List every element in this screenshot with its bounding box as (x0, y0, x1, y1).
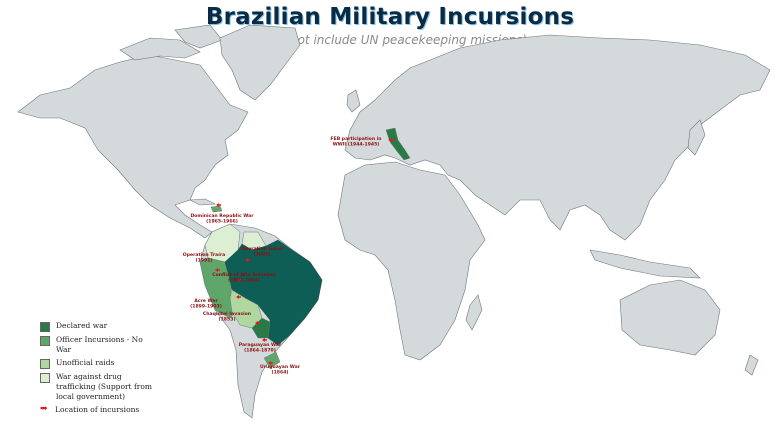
label-operation-traira: Operation Traíra (1991) (183, 251, 225, 264)
red-arrow-icon (216, 203, 221, 207)
legend-item-unofficial-raids: Unofficial raids (40, 358, 156, 369)
italy-declared-war (385, 127, 411, 161)
label-uruguayan-war: Uruguayan War (1864) (260, 364, 301, 376)
red-arrow-icon (245, 258, 250, 263)
uk (346, 89, 361, 113)
eurasia (344, 34, 771, 241)
legend-label: Officer Incursions - No War (56, 335, 143, 354)
red-arrow-icon (262, 338, 267, 343)
label-chaquitel-invasion: Chaquitel Invasion (1853) (203, 311, 251, 323)
red-arrow-icon (388, 138, 395, 142)
label-feb: FEB participation in WWII (1944-1945) (330, 136, 381, 148)
red-arrow-icon (255, 321, 260, 326)
label-acre-war: Acre War (1899-1903) (190, 298, 222, 310)
legend-label: Location of incursions (55, 405, 140, 414)
red-arrow-icon (215, 268, 220, 273)
legend-swatch (40, 373, 50, 383)
madagascar (465, 294, 483, 331)
canadian-arctic-islands (119, 24, 223, 61)
red-arrow-icon (236, 278, 241, 283)
legend-swatch (40, 359, 50, 369)
map-title: Brazilian Military Incursions (205, 4, 575, 30)
legend-label: Declared war (56, 321, 108, 330)
red-arrow-icon: ➡ (40, 404, 48, 414)
red-arrow-icon (236, 295, 241, 300)
north-america (17, 54, 249, 239)
red-arrow-icon (268, 361, 273, 366)
japan (687, 119, 706, 156)
indonesia (589, 249, 701, 279)
incursion-markers (215, 138, 395, 366)
label-alto-solimoes: Conflict of Alto Solimões (1902-1904) (212, 272, 276, 284)
hispaniola-dominican-republic (210, 205, 223, 213)
label-operation-golus: Operation Golus (2002) (241, 246, 283, 258)
legend: Declared war Officer Incursions - No War… (40, 321, 156, 418)
australia (619, 279, 721, 356)
legend-swatch (40, 336, 50, 346)
africa (337, 161, 486, 361)
label-dominican-republic-war: Dominican Republic War (1965-1966) (190, 213, 254, 225)
label-paraguayan-war: Paraguayan War (1864-1870) (239, 342, 282, 354)
legend-swatch (40, 322, 50, 332)
uruguay-officer-incursions (263, 351, 281, 369)
cuba (188, 198, 217, 206)
paraguay-declared-war (251, 317, 271, 339)
legend-item-incursion-location: ➡ Location of incursions (40, 405, 156, 415)
map-subtitle: (does not include UN peacekeeping missio… (252, 33, 528, 47)
legend-label: War against drug trafficking (Support fr… (56, 372, 152, 401)
greenland (219, 24, 301, 101)
new-zealand (744, 354, 759, 376)
legend-item-drug-trafficking: War against drug trafficking (Support fr… (40, 372, 156, 402)
legend-item-officer-incursions: Officer Incursions - No War (40, 335, 156, 355)
legend-label: Unofficial raids (56, 358, 115, 367)
legend-item-declared-war: Declared war (40, 321, 156, 332)
